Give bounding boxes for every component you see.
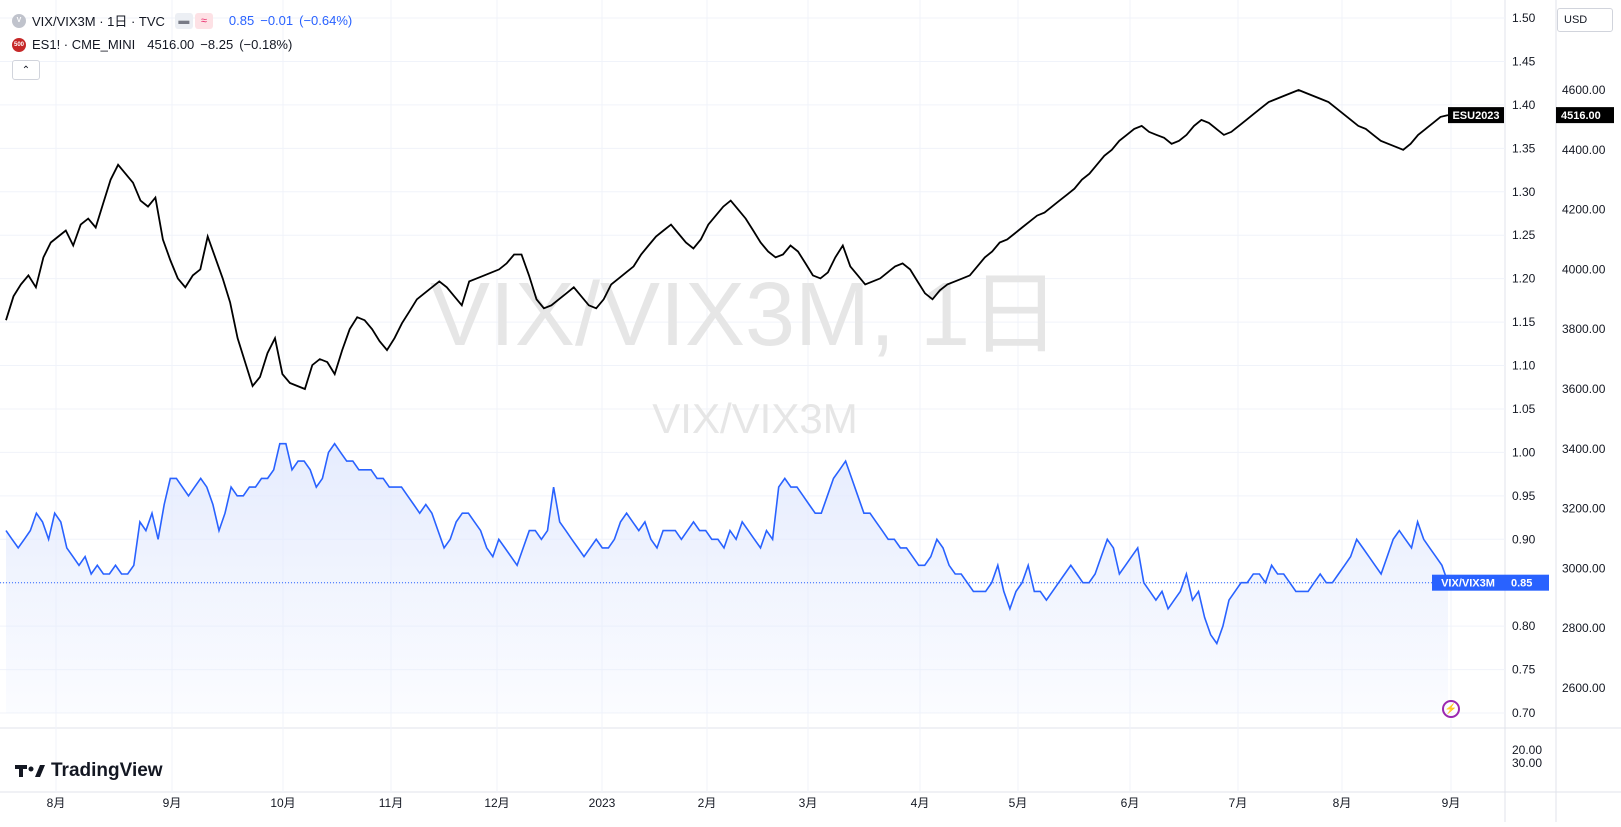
series-name-tag-text: ESU2023 — [1452, 110, 1499, 122]
y-left-tick-label: 1.05 — [1512, 402, 1536, 416]
legend-main-name: VIX/VIX3M · 1日 · TVC — [32, 14, 165, 29]
y-left-tick-label: 1.20 — [1512, 272, 1536, 286]
sp500-icon: 500 — [12, 37, 26, 52]
y-left-tick-label: 0.90 — [1512, 532, 1536, 546]
y-left-tick-label: 1.40 — [1512, 98, 1536, 112]
x-tick-label: 2月 — [698, 796, 717, 810]
legend-compare-name: ES1! · CME_MINI — [32, 37, 136, 52]
y-right-tick-label: 3600.00 — [1562, 382, 1606, 396]
series-line-vix-vix3m[interactable] — [5, 442, 1449, 646]
y-left-tick-label: 1.25 — [1512, 228, 1536, 242]
logo-text: TradingView — [51, 760, 163, 781]
y-left-tick-label: 1.35 — [1512, 141, 1536, 155]
subpane-tick-label: 30.00 — [1512, 756, 1542, 770]
x-tick-label: 10月 — [270, 796, 295, 810]
legend-main[interactable]: V VIX/VIX3M · 1日 · TVC ▬ ≈ 0.85 −0.01 (−… — [12, 11, 352, 30]
x-tick-label: 7月 — [1229, 796, 1248, 810]
legend-main-change-pct: (−0.64%) — [299, 13, 353, 28]
y-left-tick-label: 0.75 — [1512, 663, 1536, 677]
y-right-tick-label: 3400.00 — [1562, 442, 1606, 456]
y-left-tick-label: 0.70 — [1512, 706, 1536, 720]
watermark-sub: VIX/VIX3M — [652, 395, 857, 442]
series-line-esu2023[interactable] — [5, 89, 1449, 391]
x-tick-label: 2023 — [589, 796, 616, 810]
x-tick-label: 3月 — [799, 796, 818, 810]
y-right-tick-label: 4200.00 — [1562, 203, 1606, 217]
x-tick-label: 12月 — [484, 796, 509, 810]
x-tick-label: 9月 — [163, 796, 182, 810]
lightning-icon[interactable]: ⚡ — [1442, 700, 1460, 718]
x-tick-label: 9月 — [1442, 796, 1461, 810]
y-left-tick-label: 0.80 — [1512, 619, 1536, 633]
compare-style-icon[interactable]: ≈ — [194, 12, 213, 29]
watermark-main: VIX/VIX3M, 1日 — [430, 265, 1060, 365]
y-left-tick-label: 1.15 — [1512, 315, 1536, 329]
last-value-badge — [1505, 574, 1549, 591]
line-style-icon[interactable]: ▬ — [174, 12, 193, 29]
x-tick-label: 5月 — [1009, 796, 1028, 810]
y-left-tick-label: 1.10 — [1512, 359, 1536, 373]
x-tick-label: 8月 — [47, 796, 66, 810]
last-value-badge-text: 0.85 — [1511, 578, 1532, 590]
legend-compare[interactable]: 500 ES1! · CME_MINI 4516.00 −8.25 (−0.18… — [12, 37, 292, 52]
legend-main-change: −0.01 — [260, 13, 294, 28]
y-right-tick-label: 4000.00 — [1562, 262, 1606, 276]
symbol-icon: V — [12, 13, 26, 28]
last-value-badge — [1556, 107, 1614, 124]
y-left-tick-label: 1.45 — [1512, 54, 1536, 68]
series-name-tag — [1448, 107, 1504, 124]
tradingview-logo[interactable]: TradingView — [15, 760, 163, 782]
series-name-tag — [1432, 574, 1505, 591]
series-name-tag-text: VIX/VIX3M — [1441, 578, 1495, 590]
y-left-tick-label: 0.95 — [1512, 489, 1536, 503]
last-value-badge-text: 4516.00 — [1561, 110, 1601, 122]
x-tick-label: 8月 — [1333, 796, 1352, 810]
y-right-tick-label: 4600.00 — [1562, 83, 1606, 97]
y-left-tick-label: 1.50 — [1512, 11, 1536, 25]
y-right-tick-label: 2600.00 — [1562, 681, 1606, 695]
tradingview-logo-icon — [15, 765, 45, 777]
x-tick-label: 6月 — [1121, 796, 1140, 810]
watermark: VIX/VIX3M, 1日 VIX/VIX3M — [430, 265, 1060, 442]
y-left-tick-label: 1.30 — [1512, 185, 1536, 199]
legend-chip[interactable]: ▬ ≈ — [174, 12, 213, 29]
legend-compare-value: 4516.00 — [147, 37, 195, 52]
legend-compare-change: −8.25 — [200, 37, 234, 52]
y-right-tick-label: 3800.00 — [1562, 322, 1606, 336]
collapse-legend-button[interactable]: ⌃ — [12, 60, 40, 80]
x-tick-label: 11月 — [379, 796, 403, 810]
y-right-tick-label: 3000.00 — [1562, 561, 1606, 575]
ratio-area-fill — [6, 443, 1448, 713]
legend-compare-change-pct: (−0.18%) — [239, 37, 293, 52]
y-right-tick-label: 2800.00 — [1562, 621, 1606, 635]
currency-button[interactable]: USD — [1557, 8, 1613, 32]
legend-main-value: 0.85 — [228, 13, 255, 28]
y-right-tick-label: 4400.00 — [1562, 143, 1606, 157]
chevron-up-icon: ⌃ — [21, 64, 31, 76]
x-tick-label: 4月 — [911, 796, 930, 810]
y-right-tick-label: 3200.00 — [1562, 502, 1606, 516]
subpane-tick-label: 20.00 — [1512, 743, 1542, 757]
currency-label: USD — [1564, 14, 1588, 26]
y-left-tick-label: 1.00 — [1512, 445, 1536, 459]
